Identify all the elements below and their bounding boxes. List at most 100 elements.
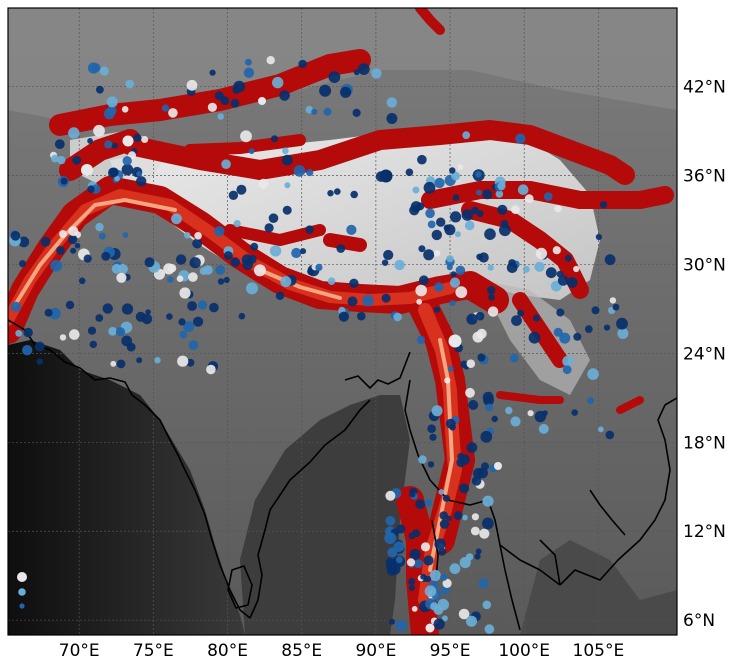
earthquake-point bbox=[494, 462, 502, 470]
earthquake-point bbox=[450, 271, 457, 278]
earthquake-point bbox=[573, 332, 582, 341]
earthquake-point bbox=[74, 242, 81, 249]
earthquake-point bbox=[311, 108, 318, 115]
hazard-band-yunnan bbox=[512, 292, 568, 368]
earthquake-point bbox=[51, 154, 59, 163]
earthquake-point bbox=[427, 220, 436, 229]
earthquake-point bbox=[423, 555, 434, 566]
earthquake-point bbox=[187, 301, 198, 311]
earthquake-point bbox=[457, 452, 465, 460]
earthquake-point bbox=[68, 234, 78, 245]
earthquake-point bbox=[115, 327, 126, 337]
earthquake-point bbox=[89, 340, 98, 349]
earthquake-point bbox=[340, 86, 352, 98]
earthquake-point bbox=[471, 206, 479, 215]
earthquake-point bbox=[449, 563, 461, 575]
earthquake-point bbox=[272, 76, 284, 89]
earthquake-point bbox=[175, 254, 187, 265]
earthquake-point bbox=[133, 133, 142, 143]
earthquake-point bbox=[179, 287, 191, 299]
earthquake-point bbox=[506, 262, 518, 273]
earthquake-point bbox=[478, 578, 489, 589]
earthquake-point bbox=[605, 430, 615, 440]
lat-tick-label-1: 36°N bbox=[683, 166, 726, 186]
lat-tick-label-0: 42°N bbox=[683, 78, 726, 98]
earthquake-point bbox=[484, 624, 495, 634]
earthquake-point bbox=[106, 96, 118, 108]
earthquake-point bbox=[456, 457, 466, 468]
earthquake-point bbox=[68, 127, 80, 139]
earthquake-point bbox=[207, 102, 217, 112]
lat-tick-label-5: 12°N bbox=[683, 522, 726, 542]
earthquake-point bbox=[554, 204, 562, 213]
earthquake-point bbox=[70, 247, 77, 254]
hazard-band-indochina bbox=[496, 391, 564, 404]
earthquake-point bbox=[246, 282, 258, 295]
earthquake-point bbox=[425, 623, 435, 633]
earthquake-point bbox=[346, 224, 357, 235]
earthquake-point bbox=[528, 331, 541, 344]
earthquake-point bbox=[472, 331, 484, 343]
earthquake-point bbox=[209, 69, 216, 76]
earthquake-point bbox=[446, 515, 452, 522]
earthquake-point bbox=[420, 573, 427, 580]
earthquake-point bbox=[154, 357, 161, 364]
earthquake-point bbox=[336, 244, 346, 253]
earthquake-point bbox=[557, 275, 569, 286]
earthquake-point bbox=[461, 209, 474, 221]
earthquake-point bbox=[491, 415, 498, 423]
earthquake-point bbox=[69, 329, 80, 340]
earthquake-point bbox=[545, 267, 557, 279]
lon-tick-label-4: 90°E bbox=[355, 641, 396, 661]
earthquake-point bbox=[424, 585, 437, 597]
hazard-band-central-tibet bbox=[224, 224, 326, 246]
earthquake-point bbox=[481, 462, 489, 471]
earthquake-point bbox=[444, 224, 456, 236]
earthquake-point bbox=[95, 314, 104, 322]
earthquake-point bbox=[477, 353, 486, 362]
earthquake-point bbox=[161, 104, 170, 112]
earthquake-point bbox=[305, 105, 314, 114]
earthquake-point bbox=[186, 358, 195, 367]
earthquake-point bbox=[10, 231, 21, 241]
earthquake-point bbox=[108, 326, 117, 336]
earthquake-point bbox=[268, 213, 279, 223]
earthquake-point bbox=[60, 177, 68, 185]
earthquake-point bbox=[271, 135, 278, 143]
earthquake-point bbox=[357, 63, 370, 75]
earthquake-point bbox=[527, 410, 534, 417]
earthquake-point bbox=[553, 327, 563, 337]
earthquake-point bbox=[573, 265, 580, 273]
earthquake-point bbox=[188, 272, 198, 282]
earthquake-point bbox=[556, 308, 565, 317]
earthquake-point bbox=[385, 490, 396, 501]
earthquake-point bbox=[438, 489, 445, 495]
earthquake-point bbox=[171, 213, 182, 225]
earthquake-point bbox=[482, 189, 493, 200]
earthquake-point bbox=[18, 236, 30, 248]
earthquake-point bbox=[108, 167, 118, 178]
legend-point-large bbox=[17, 572, 27, 582]
earthquake-point bbox=[439, 519, 450, 529]
earthquake-point bbox=[269, 245, 282, 257]
earthquake-point bbox=[433, 618, 445, 630]
earthquake-point bbox=[22, 345, 33, 356]
earthquake-point bbox=[56, 246, 65, 255]
earthquake-point bbox=[471, 513, 479, 521]
earthquake-point bbox=[328, 71, 341, 83]
earthquake-point bbox=[604, 254, 616, 266]
earthquake-point bbox=[141, 136, 149, 143]
earthquake-point bbox=[571, 409, 578, 416]
earthquake-point bbox=[475, 171, 482, 178]
earthquake-point bbox=[479, 528, 490, 539]
earthquake-point bbox=[281, 154, 293, 166]
earthquake-point bbox=[415, 499, 426, 510]
earthquake-point bbox=[258, 178, 269, 189]
earthquake-point bbox=[386, 113, 398, 124]
hazard-band-vietnam bbox=[616, 396, 644, 414]
earthquake-point bbox=[418, 455, 427, 464]
earthquake-point bbox=[612, 303, 620, 311]
latitude-tick-labels: 42°N 36°N 30°N 24°N 18°N 12°N 6°N bbox=[683, 78, 726, 632]
lat-tick-label-6: 6°N bbox=[683, 611, 715, 631]
lon-tick-label-3: 85°E bbox=[281, 641, 322, 661]
